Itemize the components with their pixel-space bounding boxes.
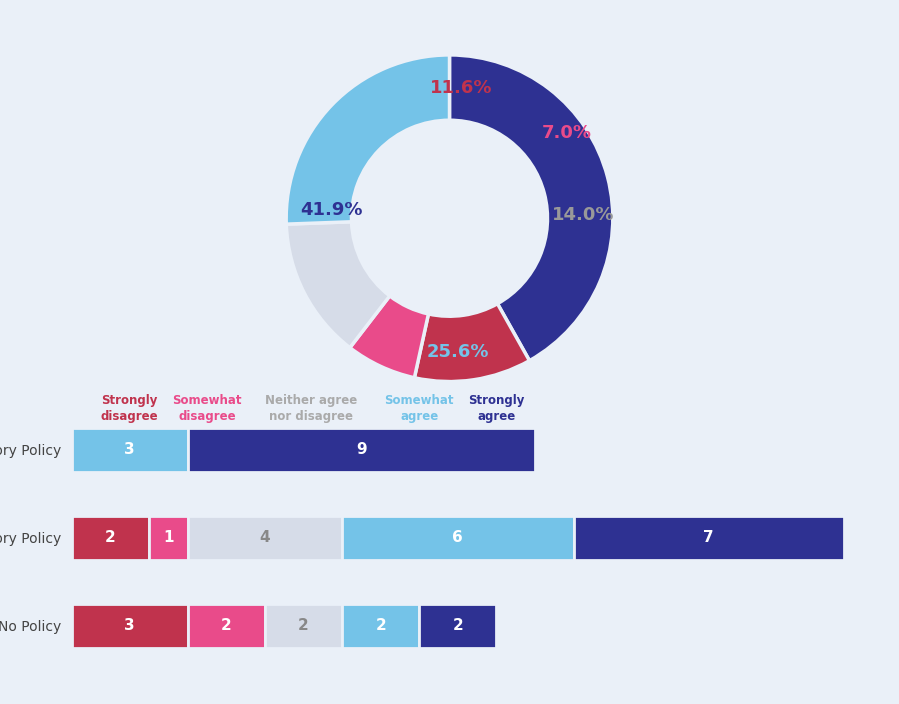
Text: 2: 2	[452, 618, 463, 633]
Text: Somewhat
agree: Somewhat agree	[385, 394, 454, 423]
Text: 6: 6	[452, 530, 463, 545]
Bar	[72, 515, 149, 560]
Wedge shape	[286, 222, 390, 348]
Bar	[342, 603, 419, 648]
Text: 2: 2	[221, 618, 232, 633]
Text: Strongly
disagree: Strongly disagree	[101, 394, 158, 423]
Text: 7.0%: 7.0%	[542, 125, 592, 142]
Wedge shape	[450, 55, 613, 360]
Bar	[419, 603, 496, 648]
Bar	[72, 603, 188, 648]
Text: Somewhat
disagree: Somewhat disagree	[173, 394, 242, 423]
Text: 1: 1	[163, 530, 174, 545]
Bar	[188, 603, 265, 648]
Bar	[188, 515, 342, 560]
Text: Strongly
agree: Strongly agree	[468, 394, 525, 423]
Text: 3: 3	[124, 618, 135, 633]
Text: 2: 2	[375, 618, 386, 633]
Bar	[149, 515, 188, 560]
Bar	[265, 603, 342, 648]
Bar	[72, 427, 188, 472]
Text: 41.9%: 41.9%	[300, 201, 363, 219]
Wedge shape	[350, 296, 429, 378]
Text: 7: 7	[703, 530, 714, 545]
Wedge shape	[286, 55, 450, 224]
Text: 9: 9	[356, 442, 367, 457]
Text: 14.0%: 14.0%	[552, 206, 615, 224]
Bar	[188, 427, 535, 472]
Text: 2: 2	[105, 530, 116, 545]
Text: 11.6%: 11.6%	[430, 79, 492, 96]
Wedge shape	[414, 303, 530, 382]
Text: Neither agree
nor disagree: Neither agree nor disagree	[265, 394, 357, 423]
Bar	[574, 515, 844, 560]
Text: 4: 4	[260, 530, 271, 545]
Bar	[342, 515, 574, 560]
Text: 2: 2	[298, 618, 309, 633]
Text: 25.6%: 25.6%	[426, 343, 489, 361]
Text: 3: 3	[124, 442, 135, 457]
